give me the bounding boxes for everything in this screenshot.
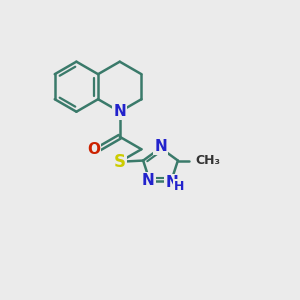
- Text: CH₃: CH₃: [196, 154, 220, 167]
- Text: N: N: [142, 173, 155, 188]
- Text: N: N: [113, 104, 126, 119]
- Text: S: S: [114, 153, 126, 171]
- Text: N: N: [166, 175, 178, 190]
- Text: N: N: [154, 139, 167, 154]
- Text: O: O: [87, 142, 100, 157]
- Text: H: H: [174, 180, 185, 194]
